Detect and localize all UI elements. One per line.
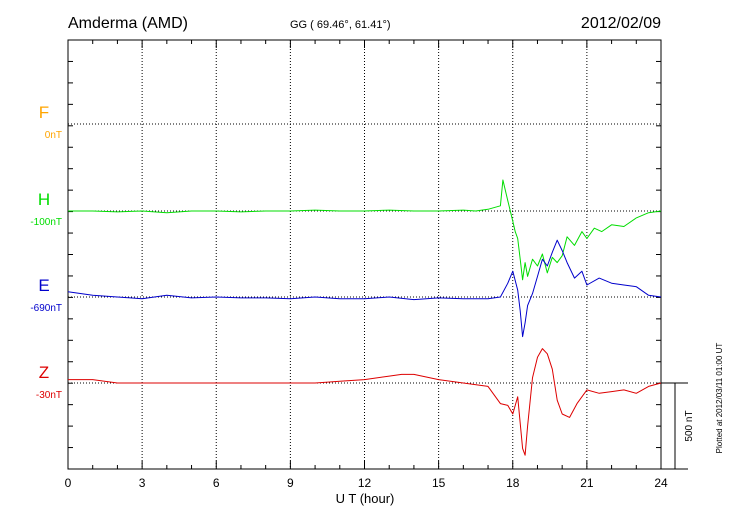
x-tick-label: 0 bbox=[65, 476, 72, 490]
station-title: Amderma (AMD) bbox=[68, 15, 188, 32]
x-tick-label: 18 bbox=[506, 476, 520, 490]
x-tick-label: 3 bbox=[139, 476, 146, 490]
series-line-H bbox=[68, 179, 662, 281]
x-tick-labels: 0 3 6 9 12 15 18 21 24 bbox=[65, 476, 668, 490]
scale-bar: 500 nT bbox=[661, 382, 695, 470]
x-tick-label: 15 bbox=[432, 476, 446, 490]
series-baseline-F: 0nT bbox=[45, 130, 62, 141]
plotted-footnote: Plotted at 2012/03/11 01:00 UT bbox=[715, 343, 724, 454]
series-lines bbox=[67, 179, 662, 456]
x-tick-label: 21 bbox=[580, 476, 594, 490]
x-tick-label: 9 bbox=[287, 476, 294, 490]
x-tick-label: 12 bbox=[358, 476, 372, 490]
series-name-H: H bbox=[38, 190, 50, 209]
series-labels: F 0nT H -100nT E -690nT Z -30nT bbox=[30, 103, 62, 401]
axis-ticks bbox=[67, 39, 662, 470]
grid-lines bbox=[68, 40, 661, 469]
x-tick-label: 24 bbox=[654, 476, 668, 490]
scale-bar-label: 500 nT bbox=[684, 410, 695, 441]
series-name-E: E bbox=[38, 276, 49, 295]
series-baseline-Z: -30nT bbox=[36, 390, 62, 401]
date-label: 2012/02/09 bbox=[581, 15, 661, 32]
x-axis-title: U T (hour) bbox=[336, 491, 395, 506]
plot-frame bbox=[67, 39, 662, 470]
series-line-Z bbox=[68, 348, 662, 456]
series-baseline-H: -100nT bbox=[30, 217, 62, 228]
x-tick-label: 6 bbox=[213, 476, 220, 490]
coords-label: GG ( 69.46°, 61.41°) bbox=[290, 19, 391, 31]
series-line-E bbox=[67, 239, 662, 338]
series-name-Z: Z bbox=[39, 363, 49, 382]
series-name-F: F bbox=[39, 103, 49, 122]
series-baseline-E: -690nT bbox=[30, 303, 62, 314]
